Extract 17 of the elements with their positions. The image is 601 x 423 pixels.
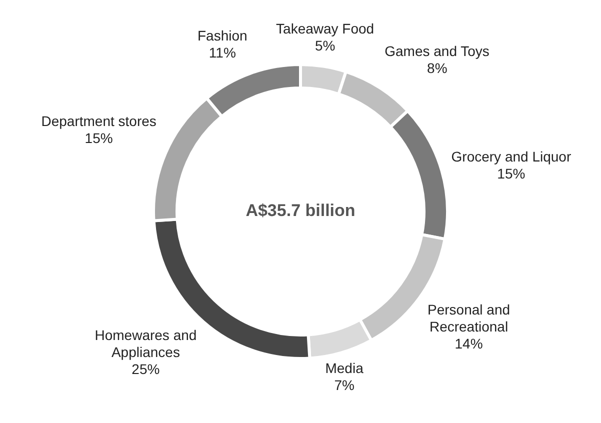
data-label: 14% [454, 336, 483, 352]
slice-label: Fashion [198, 28, 248, 44]
slice-label: Takeaway Food [276, 20, 374, 36]
data-label: 8% [427, 60, 448, 76]
data-label: 15% [84, 130, 113, 146]
slice-label: Games and Toys [384, 42, 490, 59]
data-label: 15% [497, 166, 526, 182]
slice-label: Media [325, 360, 364, 376]
slice-label: Homewares and Appliances [94, 327, 197, 360]
data-label: 11% [208, 44, 236, 61]
data-label: 25% [132, 361, 160, 378]
text: A$35.7 billion [246, 201, 356, 220]
data-label: 7% [334, 377, 354, 394]
slice-label: Grocery and Liquor [451, 148, 572, 165]
data-label: 5% [314, 37, 336, 54]
slice-label: Department stores [41, 113, 156, 130]
slice-label: Personal and Recreational [428, 302, 510, 335]
